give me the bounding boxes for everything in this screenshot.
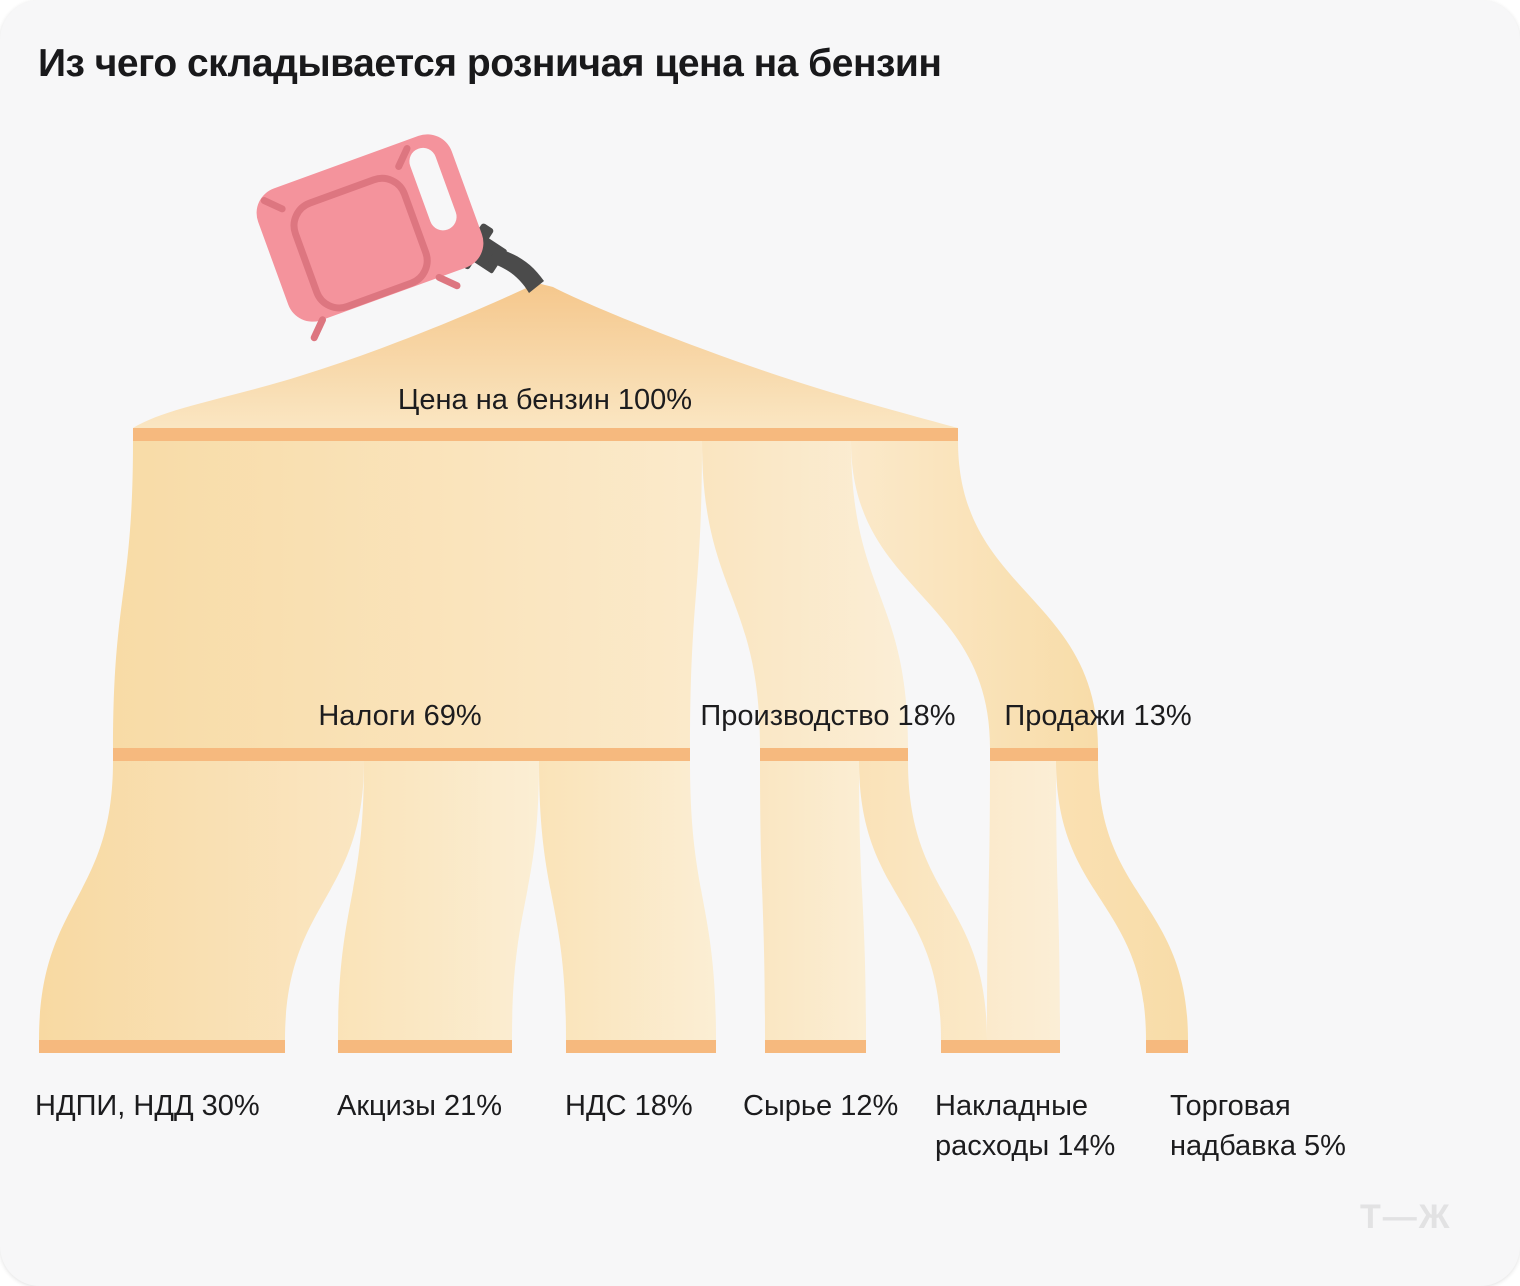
flow-price-production [702, 441, 908, 748]
flow-production-raw [760, 761, 866, 1040]
node-margin [1146, 1040, 1188, 1053]
flow-pour-price [133, 283, 958, 428]
brand-logo: Т—Ж [1360, 1198, 1452, 1236]
label-taxes: Налоги 69% [318, 700, 482, 732]
label-mining: НДПИ, НДД 30% [35, 1090, 260, 1122]
can-tick-top-right [395, 145, 411, 170]
label-raw: Сырье 12% [743, 1090, 899, 1122]
flow-taxes-vat [539, 761, 716, 1040]
flow-taxes-mining [39, 761, 364, 1040]
node-taxes [113, 748, 690, 761]
can-tick-bottom-right [435, 273, 461, 290]
node-raw [765, 1040, 866, 1053]
node-excise [338, 1040, 512, 1053]
node-price [133, 428, 958, 441]
flow-sales-overhead [987, 761, 1060, 1040]
flow-taxes-excise [338, 761, 539, 1040]
flow-sales-margin [1056, 761, 1188, 1040]
spout-horn [488, 248, 544, 293]
label-sales: Продажи 13% [1004, 700, 1192, 732]
can-tick-bottom-left [310, 316, 327, 342]
label-overhead: Накладные расходы 14% [935, 1090, 1116, 1162]
can-handle-hole [409, 147, 457, 231]
node-production [760, 748, 908, 761]
label-production: Производство 18% [700, 700, 956, 732]
label-vat: НДС 18% [565, 1090, 693, 1122]
flow-production-overhead [859, 761, 987, 1040]
node-mining [39, 1040, 285, 1053]
can-inner-panel [290, 174, 431, 312]
chart-title: Из чего складывается розничая цена на бе… [38, 42, 942, 85]
jerry-can-icon [256, 134, 544, 342]
label-excise: Акцизы 21% [337, 1090, 503, 1122]
flow-price-taxes [113, 441, 702, 748]
can-tick-top-left [260, 197, 286, 213]
node-vat [566, 1040, 716, 1053]
flow-price-sales [851, 441, 1098, 748]
label-price: Цена на бензин 100% [397, 384, 693, 416]
node-overhead [941, 1040, 1060, 1053]
node-sales [990, 748, 1098, 761]
label-margin: Торговая надбавка 5% [1170, 1090, 1346, 1162]
